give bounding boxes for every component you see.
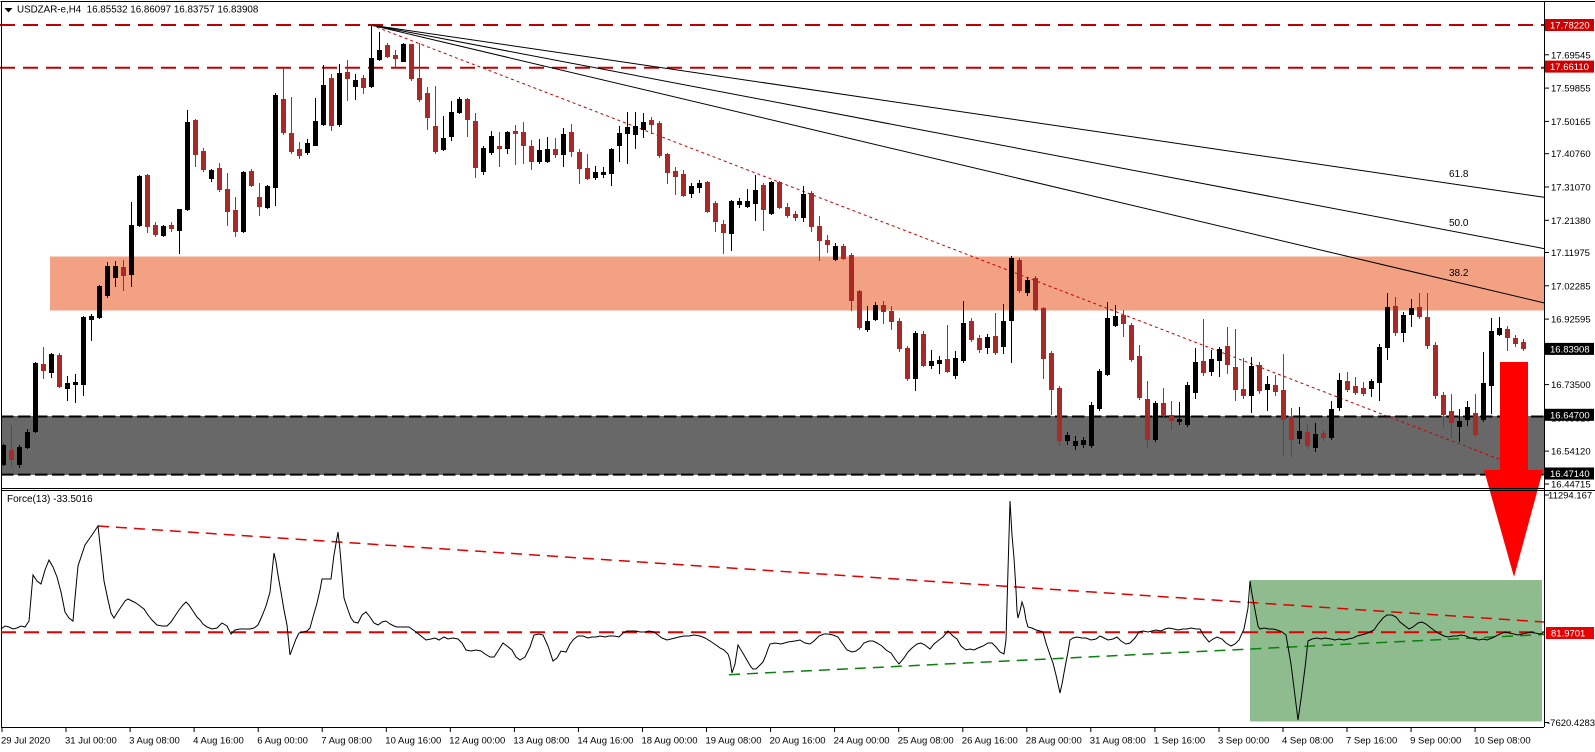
svg-text:14 Aug 16:00: 14 Aug 16:00 [577, 736, 633, 747]
svg-text:16.47140: 16.47140 [1550, 469, 1590, 480]
svg-text:USDZAR-e,H4 16.85532 16.86097: USDZAR-e,H4 16.85532 16.86097 16.83757 1… [17, 5, 259, 16]
svg-text:16.92595: 16.92595 [1551, 315, 1591, 326]
svg-text:81.9701: 81.9701 [1551, 629, 1585, 640]
svg-text:9 Sep 00:00: 9 Sep 00:00 [1410, 736, 1461, 747]
svg-text:3 Sep 00:00: 3 Sep 00:00 [1218, 736, 1269, 747]
svg-text:16.44715: 16.44715 [1551, 480, 1591, 491]
svg-text:17.59855: 17.59855 [1551, 84, 1591, 95]
svg-text:17.21380: 17.21380 [1551, 216, 1591, 227]
svg-text:31 Jul 00:00: 31 Jul 00:00 [65, 736, 117, 747]
svg-text:3 Aug 08:00: 3 Aug 08:00 [129, 736, 180, 747]
svg-text:12 Aug 00:00: 12 Aug 00:00 [449, 736, 505, 747]
svg-text:26 Aug 16:00: 26 Aug 16:00 [962, 736, 1018, 747]
svg-text:17.69545: 17.69545 [1551, 50, 1591, 61]
svg-text:16.64700: 16.64700 [1550, 410, 1590, 421]
svg-text:6 Aug 00:00: 6 Aug 00:00 [257, 736, 308, 747]
svg-text:17.02285: 17.02285 [1551, 281, 1591, 292]
svg-text:10 Aug 16:00: 10 Aug 16:00 [385, 736, 441, 747]
svg-text:16.73500: 16.73500 [1551, 380, 1591, 391]
svg-text:18 Aug 00:00: 18 Aug 00:00 [642, 736, 698, 747]
svg-text:16.83908: 16.83908 [1550, 344, 1590, 355]
svg-text:20 Aug 16:00: 20 Aug 16:00 [770, 736, 826, 747]
svg-text:-7620.4283: -7620.4283 [1547, 718, 1595, 729]
svg-text:10 Sep 08:00: 10 Sep 08:00 [1474, 736, 1531, 747]
svg-text:17.66110: 17.66110 [1550, 62, 1589, 73]
svg-text:13 Aug 08:00: 13 Aug 08:00 [513, 736, 569, 747]
svg-text:11294.167: 11294.167 [1548, 491, 1592, 502]
svg-text:17.40760: 17.40760 [1551, 149, 1591, 160]
svg-text:50.0: 50.0 [1449, 218, 1469, 229]
svg-text:19 Aug 08:00: 19 Aug 08:00 [706, 736, 762, 747]
svg-text:38.2: 38.2 [1449, 268, 1469, 279]
svg-text:17.78220: 17.78220 [1550, 21, 1590, 32]
svg-text:4 Aug 16:00: 4 Aug 16:00 [193, 736, 244, 747]
svg-text:Force(13) -33.5016: Force(13) -33.5016 [7, 494, 93, 505]
svg-text:28 Aug 00:00: 28 Aug 00:00 [1026, 736, 1082, 747]
svg-text:25 Aug 08:00: 25 Aug 08:00 [898, 736, 954, 747]
svg-text:24 Aug 00:00: 24 Aug 00:00 [834, 736, 890, 747]
svg-text:16.54120: 16.54120 [1551, 447, 1591, 458]
svg-text:31 Aug 08:00: 31 Aug 08:00 [1090, 736, 1146, 747]
svg-text:17.50165: 17.50165 [1551, 117, 1591, 128]
svg-text:61.8: 61.8 [1449, 169, 1469, 180]
svg-text:4 Sep 08:00: 4 Sep 08:00 [1282, 736, 1333, 747]
svg-text:7 Aug 08:00: 7 Aug 08:00 [321, 736, 372, 747]
svg-text:17.31070: 17.31070 [1551, 183, 1591, 194]
svg-text:1 Sep 16:00: 1 Sep 16:00 [1154, 736, 1205, 747]
svg-text:29 Jul 2020: 29 Jul 2020 [1, 736, 50, 747]
svg-text:17.11975: 17.11975 [1551, 248, 1590, 259]
svg-text:7 Sep 16:00: 7 Sep 16:00 [1346, 736, 1397, 747]
